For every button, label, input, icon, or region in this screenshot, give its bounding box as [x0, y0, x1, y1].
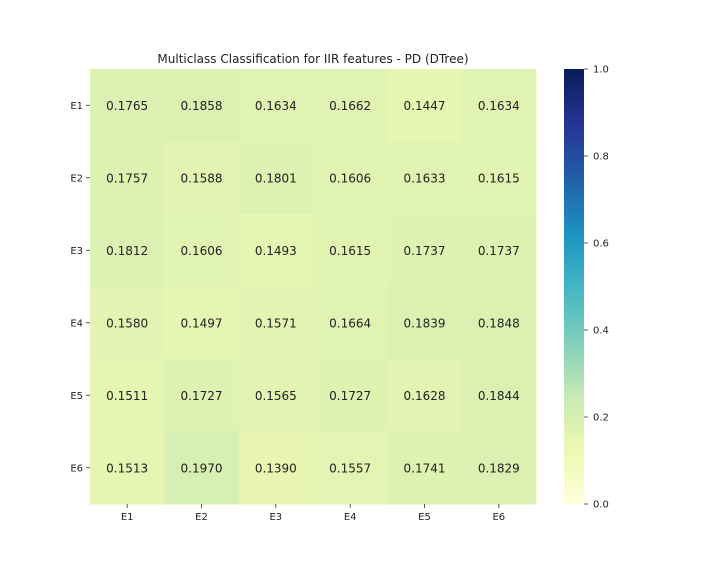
cell-value-label: 0.1812 [106, 244, 148, 258]
chart-title: Multiclass Classification for IIR featur… [157, 52, 468, 66]
x-axis: E1 E2 E3 E4 E5 E6 [121, 504, 505, 523]
cell-value-label: 0.1511 [106, 389, 148, 403]
x-tick-label: E4 [344, 512, 357, 523]
heatmap-cell [164, 214, 240, 287]
colorbar-tick-label: 0.6 [593, 239, 609, 250]
cell-value-label: 0.1580 [106, 316, 148, 330]
heatmap-cell [461, 286, 537, 360]
heatmap-cell [90, 69, 165, 142]
y-tick-label: E5 [70, 391, 83, 402]
heatmap-cell [90, 431, 165, 505]
heatmap-cell [164, 69, 240, 142]
y-tick-label: E4 [70, 318, 83, 329]
heatmap-cell [238, 214, 314, 287]
y-tick-label: E3 [70, 246, 83, 257]
cell-value-label: 0.1557 [329, 461, 371, 475]
cell-value-label: 0.1741 [404, 461, 446, 475]
heatmap-cell [90, 286, 165, 360]
cell-value-label: 0.1615 [478, 171, 520, 185]
cell-value-label: 0.1858 [181, 99, 223, 113]
heatmap-cell [90, 359, 165, 432]
y-tick-label: E2 [70, 173, 83, 184]
cell-value-label: 0.1493 [255, 244, 297, 258]
cell-value-label: 0.1801 [255, 171, 297, 185]
heatmap-cell [90, 141, 165, 215]
heatmap-cell [313, 214, 388, 287]
heatmap-cell [387, 69, 463, 142]
colorbar-tick-label: 1.0 [593, 65, 609, 76]
cell-value-label: 0.1497 [181, 316, 223, 330]
cell-value-label: 0.1757 [106, 171, 148, 185]
heatmap-cell [238, 431, 314, 505]
heatmap-cell [90, 214, 165, 287]
cell-value-label: 0.1390 [255, 461, 297, 475]
heatmap-cell [387, 214, 463, 287]
cell-value-label: 0.1447 [404, 99, 446, 113]
x-tick-label: E1 [121, 512, 134, 523]
cell-value-label: 0.1848 [478, 316, 520, 330]
heatmap-cell [387, 431, 463, 505]
heatmap-cell [164, 431, 240, 505]
heatmap-cell [313, 69, 388, 142]
colorbar-tick-label: 0.8 [593, 152, 609, 163]
cell-value-label: 0.1606 [181, 244, 223, 258]
y-tick-label: E1 [70, 101, 83, 112]
heatmap-cell [461, 431, 537, 505]
cell-value-label: 0.1634 [478, 99, 520, 113]
heatmap-cell [313, 286, 388, 360]
y-tick-label: E6 [70, 463, 83, 474]
colorbar [564, 69, 584, 504]
heatmap-cell [387, 141, 463, 215]
cell-value-label: 0.1829 [478, 461, 520, 475]
cell-value-label: 0.1565 [255, 389, 297, 403]
heatmap-cell [313, 431, 388, 505]
cell-value-label: 0.1571 [255, 316, 297, 330]
heatmap-cell [313, 359, 388, 432]
cell-value-label: 0.1970 [181, 461, 223, 475]
colorbar-tick-label: 0.0 [593, 500, 609, 511]
heatmap-cell [313, 141, 388, 215]
x-tick-label: E2 [195, 512, 208, 523]
cell-value-label: 0.1664 [329, 316, 371, 330]
x-tick-label: E5 [418, 512, 431, 523]
cell-value-label: 0.1727 [329, 389, 371, 403]
heatmap-cell [387, 359, 463, 432]
cell-value-label: 0.1606 [329, 171, 371, 185]
heatmap-cell [164, 141, 240, 215]
cell-value-label: 0.1634 [255, 99, 297, 113]
cell-value-label: 0.1662 [329, 99, 371, 113]
x-tick-label: E6 [492, 512, 505, 523]
cell-value-label: 0.1628 [404, 389, 446, 403]
cell-value-label: 0.1765 [106, 99, 148, 113]
heatmap-cell [164, 359, 240, 432]
cell-value-label: 0.1737 [404, 244, 446, 258]
heatmap-cell [238, 359, 314, 432]
cell-value-label: 0.1588 [181, 171, 223, 185]
cell-value-label: 0.1615 [329, 244, 371, 258]
heatmap-cell [461, 359, 537, 432]
cell-value-label: 0.1839 [404, 316, 446, 330]
colorbar-tick-label: 0.4 [593, 326, 609, 337]
colorbar-axis: 0.0 0.2 0.4 0.6 0.8 1.0 [584, 65, 609, 511]
x-tick-label: E3 [269, 512, 282, 523]
heatmap-cell [461, 141, 537, 215]
colorbar-tick-label: 0.2 [593, 413, 609, 424]
cell-value-label: 0.1737 [478, 244, 520, 258]
heatmap-cells [90, 69, 537, 505]
heatmap-cell [238, 69, 314, 142]
y-axis: E1 E2 E3 E4 E5 E6 [70, 101, 90, 474]
heatmap-cell [238, 286, 314, 360]
cell-value-label: 0.1727 [181, 389, 223, 403]
heatmap-cell [387, 286, 463, 360]
cell-value-label: 0.1844 [478, 389, 520, 403]
cell-value-label: 0.1633 [404, 171, 446, 185]
heatmap-cell [461, 214, 537, 287]
heatmap-cell [164, 286, 240, 360]
heatmap-cell-labels: 0.1765 0.1858 0.1634 0.1662 0.1447 0.1634 0.17… [106, 99, 520, 476]
heatmap-cell [461, 69, 537, 142]
cell-value-label: 0.1513 [106, 461, 148, 475]
heatmap-cell [238, 141, 314, 215]
